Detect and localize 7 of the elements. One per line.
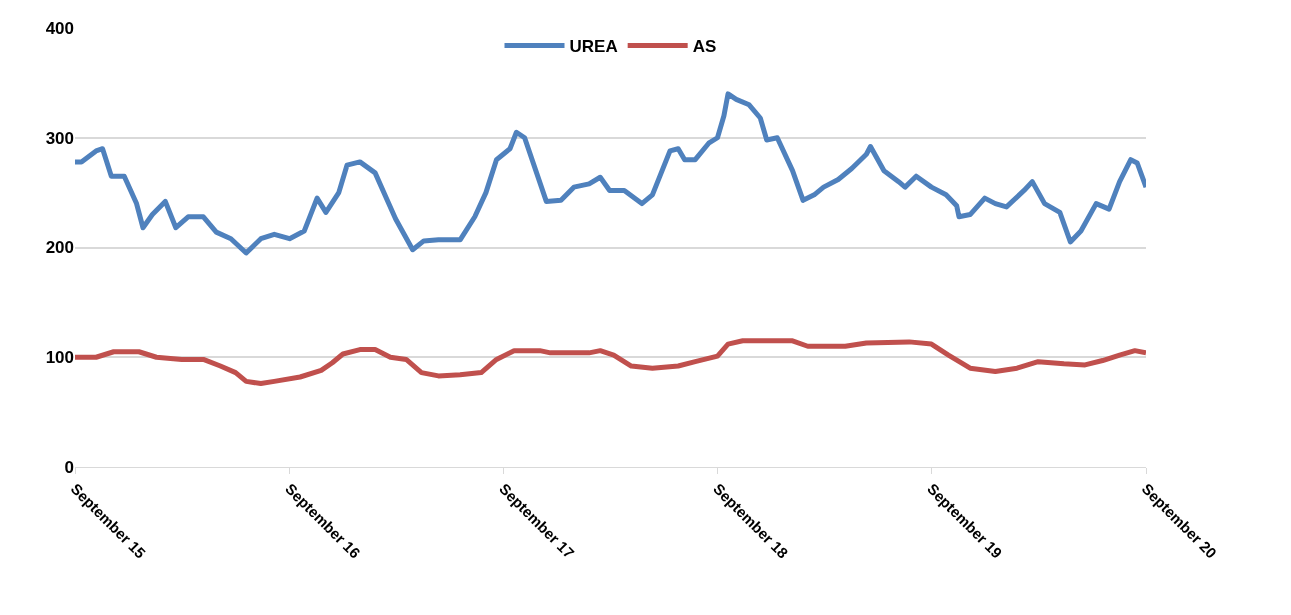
y-tick-label: 400 <box>45 18 74 38</box>
y-tick-label: 300 <box>45 128 74 148</box>
y-tick-label: 200 <box>45 238 74 258</box>
legend-label: AS <box>692 37 717 57</box>
legend-label: UREA <box>569 37 618 57</box>
y-tick-label: 100 <box>45 348 74 368</box>
y-tick-label: 0 <box>64 457 74 477</box>
